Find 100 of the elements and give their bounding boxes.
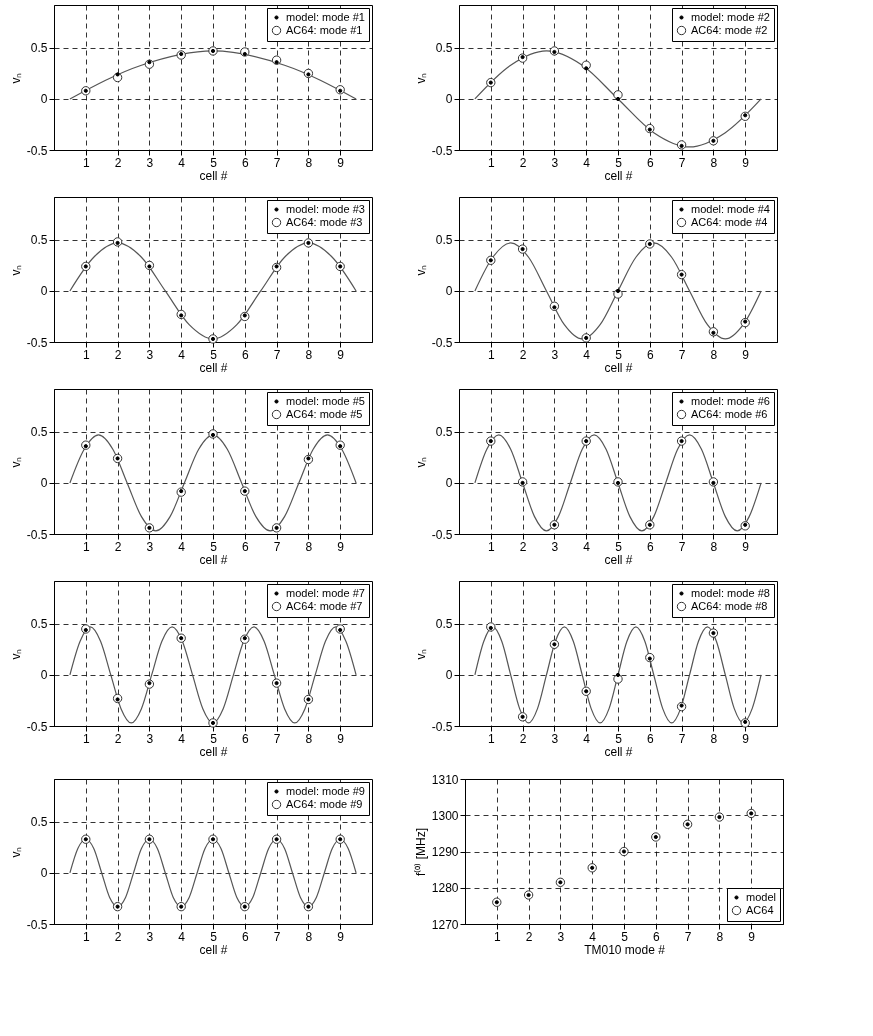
y-tick-label: 1270 (431, 917, 459, 932)
y-tick-label: 1280 (431, 881, 459, 896)
x-tick-label: 4 (583, 347, 591, 362)
x-tick-label: 1 (82, 539, 90, 554)
x-tick-label: 3 (146, 731, 154, 746)
x-tick-label: 4 (178, 731, 186, 746)
point (242, 51, 247, 57)
x-tick-label: 8 (710, 539, 718, 554)
x-tick-label: 6 (241, 539, 249, 554)
x-tick-label: 9 (748, 929, 756, 944)
x-tick-label: 1 (487, 347, 495, 362)
x-tick-label: 3 (146, 929, 154, 944)
x-tick-label: 2 (114, 155, 122, 170)
x-axis-title: cell # (199, 360, 228, 375)
x-tick-label: 5 (615, 347, 623, 362)
y-axis-title: vₙ (8, 456, 23, 468)
y-tick-label: 0.5 (30, 815, 48, 830)
point (115, 72, 120, 77)
y-tick-label: 1290 (431, 845, 459, 859)
legend-label: AC64: mode #7 (286, 599, 363, 612)
y-tick-label: 1310 (431, 772, 459, 787)
y-tick-label: -0.5 (26, 527, 48, 542)
x-tick-label: 2 (519, 155, 527, 170)
y-tick-label: 0 (40, 668, 48, 683)
x-tick-label: 1 (487, 155, 495, 170)
x-tick-label: 4 (589, 929, 597, 944)
legend-label: AC64: mode #5 (286, 407, 363, 420)
x-tick-label: 6 (652, 929, 660, 944)
legend-label: model: mode #6 (691, 394, 770, 407)
legend-label: AC64: mode #8 (691, 599, 768, 612)
y-tick-label: -0.5 (431, 527, 453, 542)
x-tick-label: 4 (178, 347, 186, 362)
x-axis-title: cell # (604, 552, 633, 567)
y-tick-label: -0.5 (431, 143, 453, 158)
y-axis-title: f⁽⁰⁾ [MHz] (413, 828, 428, 876)
x-tick-label: 8 (716, 929, 724, 944)
x-tick-label: 3 (551, 731, 559, 746)
x-tick-label: 7 (273, 155, 281, 170)
x-tick-label: 4 (583, 155, 591, 170)
y-tick-label: -0.5 (431, 719, 453, 734)
y-axis-title: vₙ (413, 264, 428, 276)
y-tick-label: 0 (445, 92, 453, 107)
y-tick-label: 0.5 (30, 617, 48, 632)
x-tick-label: 6 (241, 347, 249, 362)
y-tick-label: -0.5 (431, 335, 453, 350)
y-axis-title: vₙ (8, 846, 23, 858)
x-tick-label: 2 (114, 539, 122, 554)
x-tick-label: 7 (678, 155, 686, 170)
x-tick-label: 4 (178, 929, 186, 944)
x-tick-label: 6 (646, 539, 654, 554)
x-tick-label: 6 (646, 155, 654, 170)
x-tick-label: 7 (678, 539, 686, 554)
y-axis-title: vₙ (8, 72, 23, 84)
y-axis-title: vₙ (8, 648, 23, 660)
x-axis-title: cell # (199, 168, 228, 183)
line-series (474, 50, 762, 148)
y-tick-label: 0.5 (30, 425, 48, 440)
x-axis-title: cell # (199, 552, 228, 567)
x-tick-label: 5 (615, 155, 623, 170)
y-tick-label: 0 (445, 476, 453, 491)
x-tick-label: 2 (519, 539, 527, 554)
legend-label: model (746, 890, 776, 903)
y-tick-label: 0.5 (435, 41, 453, 56)
y-axis-title: vₙ (413, 648, 428, 660)
y-tick-label: 1300 (431, 808, 459, 823)
legend-label: model: mode #5 (286, 394, 365, 407)
x-tick-label: 7 (273, 929, 281, 944)
x-tick-label: 5 (210, 929, 218, 944)
x-tick-label: 7 (684, 929, 692, 944)
x-tick-label: 3 (551, 347, 559, 362)
y-tick-label: 0 (40, 866, 48, 881)
x-tick-label: 3 (557, 929, 565, 944)
x-tick-label: 5 (210, 539, 218, 554)
y-axis-title: vₙ (413, 72, 428, 84)
legend-label: AC64: mode #3 (286, 215, 363, 228)
x-tick-label: 5 (621, 929, 629, 944)
y-tick-label: -0.5 (26, 335, 48, 350)
y-tick-label: 0.5 (435, 425, 453, 440)
x-tick-label: 2 (114, 731, 122, 746)
x-tick-label: 2 (519, 347, 527, 362)
x-tick-label: 9 (337, 155, 345, 170)
legend-label: model: mode #2 (691, 10, 770, 23)
x-axis-title: TM010 mode # (584, 942, 666, 957)
x-tick-label: 1 (487, 539, 495, 554)
y-tick-label: 0.5 (30, 41, 48, 56)
x-tick-label: 2 (114, 347, 122, 362)
x-tick-label: 2 (525, 929, 533, 944)
x-tick-label: 2 (519, 731, 527, 746)
x-tick-label: 1 (82, 155, 90, 170)
x-tick-label: 9 (337, 731, 345, 746)
y-tick-label: 0 (445, 284, 453, 299)
y-tick-label: 0 (445, 668, 453, 683)
x-tick-label: 5 (210, 347, 218, 362)
x-tick-label: 7 (273, 731, 281, 746)
x-tick-label: 6 (241, 731, 249, 746)
x-tick-label: 1 (493, 929, 501, 944)
x-tick-label: 8 (305, 731, 313, 746)
y-axis-title: vₙ (413, 456, 428, 468)
x-tick-label: 7 (273, 347, 281, 362)
legend-label: AC64: mode #9 (286, 797, 363, 810)
